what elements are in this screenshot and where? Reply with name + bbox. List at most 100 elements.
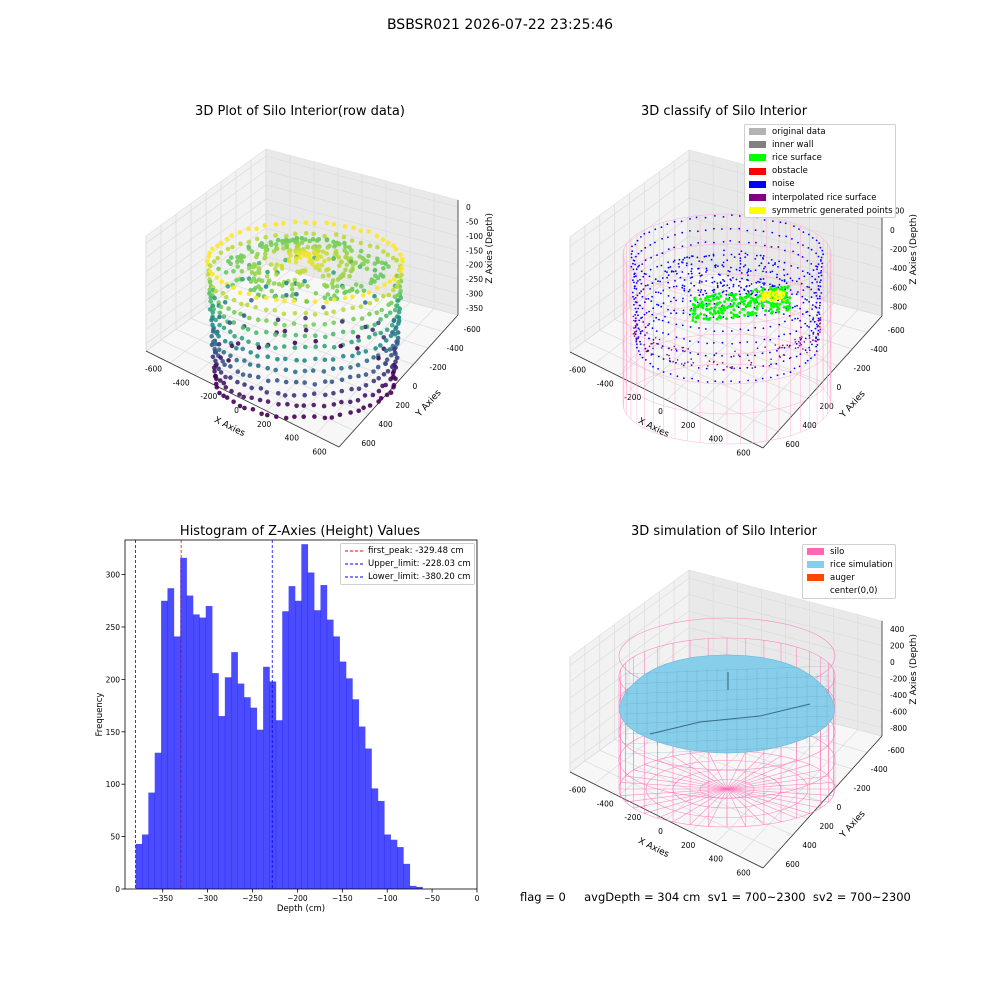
p2-noise-point [704, 229, 707, 232]
p4-xtick-label: 0 [658, 827, 663, 836]
p1-point [363, 383, 369, 388]
p2-noise-point [645, 298, 647, 300]
p2-noise-point [778, 335, 780, 338]
p1-point [255, 374, 261, 380]
p2-noise-point [771, 231, 774, 234]
p1-point [347, 374, 353, 380]
p1-point [311, 391, 317, 397]
p1-point [398, 252, 403, 257]
p2-noise-point [821, 249, 824, 252]
p2-noise-point [817, 255, 820, 258]
p1-point [239, 335, 245, 341]
p1-point [340, 285, 346, 290]
p1-point [331, 270, 336, 275]
p1-y-axis-line [338, 314, 459, 448]
p2-noise-point [713, 241, 715, 244]
p2-noise-point [644, 359, 647, 361]
p2-noise-point [784, 222, 787, 225]
p1-point [215, 255, 220, 261]
p1-point [240, 372, 246, 377]
p1-point [231, 285, 236, 290]
p2-noise-point [641, 295, 644, 298]
p2-noise-point [810, 296, 813, 298]
p2-noise-point [747, 329, 750, 332]
p2-noise-point [676, 272, 678, 275]
p1-point [274, 414, 279, 420]
p2-noise-point [739, 266, 741, 269]
p2-noise-point [739, 341, 741, 344]
p1-point [341, 353, 346, 359]
p1-point [228, 261, 233, 267]
p2-noise-point [801, 295, 804, 298]
p1-point [226, 358, 231, 363]
p1-point [237, 230, 243, 235]
p1-point [223, 270, 229, 275]
p1-point [293, 231, 298, 237]
p1-point [356, 338, 362, 343]
p2-noise-point [666, 223, 669, 226]
p1-point [275, 237, 281, 243]
p2-noise-point [811, 343, 813, 346]
p1-point [329, 379, 335, 385]
p2-noise-point [651, 282, 654, 285]
p1-point [375, 244, 380, 250]
p2-noise-point [763, 219, 766, 221]
p2-noise-point [640, 282, 643, 285]
p2-noise-point [673, 220, 676, 223]
p2-noise-point [634, 307, 637, 310]
p1-point [325, 245, 331, 250]
p1-point [313, 291, 319, 296]
p2-noise-point [819, 301, 821, 304]
p2-noise-point [755, 241, 757, 244]
p1-point [371, 355, 376, 360]
p2-noise-point [634, 263, 636, 266]
p2-noise-point [808, 273, 811, 276]
p1-point [247, 315, 252, 321]
p2-noise-point [788, 344, 791, 347]
p1-point [283, 356, 288, 362]
p2-noise-point [644, 259, 647, 262]
p1-point [329, 281, 335, 287]
p2-noise-point [662, 302, 665, 305]
p2-noise-point [643, 232, 646, 235]
p2-noise-point [721, 228, 723, 230]
p2-noise-point [807, 247, 810, 249]
p1-point [344, 250, 350, 256]
p4-ytick-label: 600 [785, 860, 800, 869]
p2-noise-point [673, 309, 675, 312]
p2-noise-point [813, 292, 816, 294]
p2-noise-point [634, 317, 637, 320]
p1-point [218, 370, 224, 375]
p1-ytick-label: -400 [447, 344, 464, 353]
p2-noise-point [816, 265, 819, 268]
p2-xtick-label: 200 [681, 421, 696, 430]
p1-point [275, 357, 280, 362]
p1-point [322, 415, 328, 421]
p4-legend-item: center(0,0) [803, 585, 895, 598]
p2-noise-point [769, 351, 771, 354]
p1-point [330, 366, 336, 372]
p2-noise-point [642, 321, 645, 323]
p1-point [372, 267, 378, 273]
p2-ytick-label: 0 [837, 383, 842, 392]
p2-noise-point [729, 240, 732, 242]
p2-xtick-label: 0 [658, 407, 663, 416]
p1-point [393, 365, 399, 370]
p1-point [272, 307, 278, 313]
p1-point [313, 265, 318, 270]
p2-noise-point [762, 270, 764, 273]
p1-point [214, 384, 220, 390]
p1-point [235, 264, 240, 269]
p1-point [221, 350, 227, 355]
p2-noise-point [800, 326, 802, 329]
p1-point [324, 251, 330, 256]
p2-noise-point [795, 293, 798, 296]
p2-noise-point [638, 264, 641, 267]
p2-noise-point [712, 291, 715, 293]
p1-point [206, 253, 212, 259]
p2-noise-point [746, 229, 749, 232]
p2-noise-point [704, 328, 707, 330]
p2-noise-point [775, 362, 778, 365]
